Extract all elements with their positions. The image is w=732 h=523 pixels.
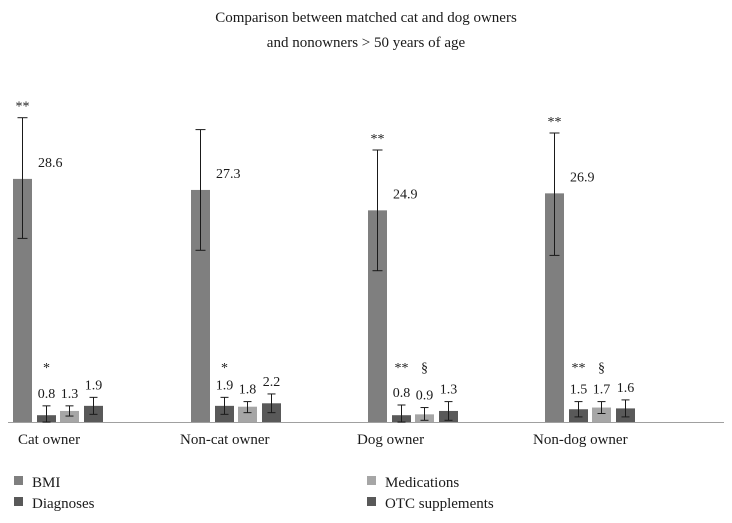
data-label: 0.8	[38, 387, 56, 402]
significance-mark: §	[421, 361, 428, 376]
data-label: 1.6	[617, 381, 635, 396]
chart-title-line-1: Comparison between matched cat and dog o…	[215, 10, 517, 26]
category-label: Cat owner	[18, 432, 80, 448]
significance-mark: *	[221, 361, 228, 376]
legend-swatch	[367, 476, 376, 485]
data-label: 27.3	[216, 167, 241, 182]
data-label: 1.3	[440, 383, 458, 398]
legend-swatch	[14, 476, 23, 485]
data-label: 1.3	[61, 387, 79, 402]
bar	[368, 210, 387, 422]
significance-mark: §	[598, 361, 605, 376]
data-label: 1.8	[239, 383, 257, 398]
significance-mark: **	[16, 100, 30, 115]
bar	[545, 193, 564, 422]
bar-layer: 28.6 ** 27.3 24.9 ** 26.9 ** 0.8 * 1.9 * 0.8 ** 1.5 **…	[13, 100, 635, 423]
category-labels: Cat owner Non-cat owner Dog owner Non-dog o…	[18, 432, 628, 448]
significance-mark: **	[371, 132, 385, 147]
significance-mark: **	[572, 361, 586, 376]
legend-label: Medications	[385, 475, 459, 491]
data-label: 26.9	[570, 170, 595, 185]
data-label: 2.2	[263, 375, 281, 390]
category-label: Non-dog owner	[533, 432, 628, 448]
category-label: Dog owner	[357, 432, 424, 448]
category-label: Non-cat owner	[180, 432, 270, 448]
legend-swatch	[367, 497, 376, 506]
significance-mark: **	[548, 115, 562, 130]
bar	[238, 406, 257, 422]
bar	[592, 407, 611, 422]
data-label: 1.9	[216, 378, 234, 393]
data-label: 0.9	[416, 389, 434, 404]
data-label: 1.9	[85, 378, 103, 393]
data-label: 0.8	[393, 386, 411, 401]
bar	[13, 178, 32, 422]
data-label: 1.7	[593, 383, 611, 398]
significance-mark: **	[395, 361, 409, 376]
legend-swatch	[14, 497, 23, 506]
legend: BMI Diagnoses Medications OTC supplements	[14, 475, 494, 512]
legend-label: BMI	[32, 475, 60, 491]
data-label: 24.9	[393, 187, 418, 202]
data-label: 28.6	[38, 156, 63, 171]
data-label: 1.5	[570, 383, 588, 398]
chart-title-line-2: and nonowners > 50 years of age	[267, 35, 466, 51]
significance-mark: *	[43, 361, 50, 376]
bar	[191, 189, 210, 422]
legend-label: OTC supplements	[385, 496, 494, 512]
legend-label: Diagnoses	[32, 496, 95, 512]
